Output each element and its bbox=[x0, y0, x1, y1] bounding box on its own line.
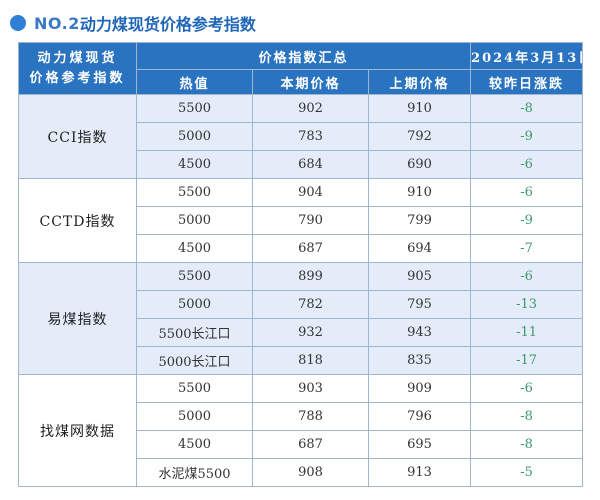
group-name-cell: 易煤指数 bbox=[18, 262, 137, 375]
heat-cell: 4500 bbox=[136, 150, 253, 179]
table-row: 5000 790 799 -9 bbox=[19, 206, 584, 235]
change-cell: -6 bbox=[470, 178, 584, 207]
summary-header: 价格指数汇总 bbox=[135, 42, 472, 70]
table-row: 5000 783 792 -9 bbox=[19, 122, 584, 151]
table-row: 4500 684 690 -6 bbox=[19, 150, 584, 179]
current-price-cell: 902 bbox=[252, 94, 369, 123]
change-cell: -11 bbox=[470, 318, 584, 347]
change-cell: -6 bbox=[470, 150, 584, 179]
col-heat-header: 热值 bbox=[136, 69, 253, 95]
previous-price-cell: 694 bbox=[367, 234, 472, 263]
corner-header: 动力煤现货 价格参考指数 bbox=[18, 42, 137, 95]
section-title: NO.2 动力煤现货价格参考指数 bbox=[10, 8, 256, 38]
previous-price-cell: 792 bbox=[367, 122, 472, 151]
current-price-cell: 903 bbox=[252, 374, 369, 403]
current-price-cell: 782 bbox=[252, 290, 369, 319]
table-row: 4500 687 695 -8 bbox=[19, 430, 584, 459]
current-price-cell: 687 bbox=[252, 234, 369, 263]
date-header: 2024年3月13日 bbox=[470, 42, 584, 70]
coal-price-index-table: 动力煤现货 价格参考指数 价格指数汇总 2024年3月13日 热值 本期价格 上… bbox=[18, 42, 584, 487]
table-row: CCTD指数 5500 904 910 -6 bbox=[18, 178, 584, 263]
previous-price-cell: 905 bbox=[367, 262, 472, 291]
change-cell: -8 bbox=[470, 402, 584, 431]
col-current-header: 本期价格 bbox=[252, 69, 369, 95]
current-price-cell: 908 bbox=[252, 458, 369, 487]
change-cell: -8 bbox=[470, 430, 584, 459]
heat-cell: 5500 bbox=[136, 374, 253, 403]
table-row: 找煤网数据 5500 903 909 -6 bbox=[18, 374, 584, 487]
change-cell: -6 bbox=[470, 374, 584, 403]
previous-price-cell: 910 bbox=[367, 94, 472, 123]
heat-cell: 5500 bbox=[136, 262, 253, 291]
corner-header-line1: 动力煤现货 bbox=[37, 50, 118, 66]
current-price-cell: 932 bbox=[252, 318, 369, 347]
heat-cell: 4500 bbox=[136, 430, 253, 459]
heat-cell: 4500 bbox=[136, 234, 253, 263]
heat-cell: 5500长江口 bbox=[136, 318, 253, 347]
heat-cell: 5000 bbox=[136, 402, 253, 431]
heat-cell: 5000 bbox=[136, 206, 253, 235]
table-row: 4500 687 694 -7 bbox=[19, 234, 584, 263]
previous-price-cell: 799 bbox=[367, 206, 472, 235]
bullet-dot-icon bbox=[10, 15, 26, 31]
previous-price-cell: 943 bbox=[367, 318, 472, 347]
heat-cell: 5500 bbox=[136, 178, 253, 207]
change-cell: -13 bbox=[470, 290, 584, 319]
group-name-cell: CCI指数 bbox=[18, 94, 137, 179]
change-cell: -8 bbox=[470, 94, 584, 123]
change-cell: -9 bbox=[470, 206, 584, 235]
col-change-header: 较昨日涨跌 bbox=[470, 69, 584, 95]
current-price-cell: 790 bbox=[252, 206, 369, 235]
change-cell: -9 bbox=[470, 122, 584, 151]
heat-cell: 5000长江口 bbox=[136, 346, 253, 375]
previous-price-cell: 835 bbox=[367, 346, 472, 375]
previous-price-cell: 913 bbox=[367, 458, 472, 487]
section-number: NO.2 bbox=[34, 13, 80, 33]
heat-cell: 5000 bbox=[136, 290, 253, 319]
change-cell: -5 bbox=[470, 458, 584, 487]
table-row: CCI指数 5500 902 910 -8 bbox=[18, 94, 584, 179]
previous-price-cell: 909 bbox=[367, 374, 472, 403]
heat-cell: 水泥煤5500 bbox=[136, 458, 253, 487]
current-price-cell: 788 bbox=[252, 402, 369, 431]
current-price-cell: 684 bbox=[252, 150, 369, 179]
group-name-cell: 找煤网数据 bbox=[18, 374, 137, 487]
col-previous-header: 上期价格 bbox=[367, 69, 472, 95]
corner-header-line2: 价格参考指数 bbox=[29, 70, 126, 86]
change-cell: -7 bbox=[470, 234, 584, 263]
previous-price-cell: 910 bbox=[367, 178, 472, 207]
table-row: 易煤指数 5500 899 905 -6 bbox=[18, 262, 584, 375]
table-row: 水泥煤5500 908 913 -5 bbox=[19, 458, 584, 487]
table-body: CCI指数 5500 902 910 -8 5000 783 792 -9 4500 684 690-… bbox=[18, 94, 584, 487]
current-price-cell: 904 bbox=[252, 178, 369, 207]
previous-price-cell: 795 bbox=[367, 290, 472, 319]
heat-cell: 5500 bbox=[136, 94, 253, 123]
heat-cell: 5000 bbox=[136, 122, 253, 151]
change-cell: -6 bbox=[470, 262, 584, 291]
current-price-cell: 899 bbox=[252, 262, 369, 291]
previous-price-cell: 695 bbox=[367, 430, 472, 459]
previous-price-cell: 690 bbox=[367, 150, 472, 179]
previous-price-cell: 796 bbox=[367, 402, 472, 431]
table-row: 5000 782 795 -13 bbox=[19, 290, 584, 319]
section-title-text: 动力煤现货价格参考指数 bbox=[79, 15, 256, 34]
group-name-cell: CCTD指数 bbox=[18, 178, 137, 263]
current-price-cell: 687 bbox=[252, 430, 369, 459]
change-cell: -17 bbox=[470, 346, 584, 375]
current-price-cell: 783 bbox=[252, 122, 369, 151]
current-price-cell: 818 bbox=[252, 346, 369, 375]
